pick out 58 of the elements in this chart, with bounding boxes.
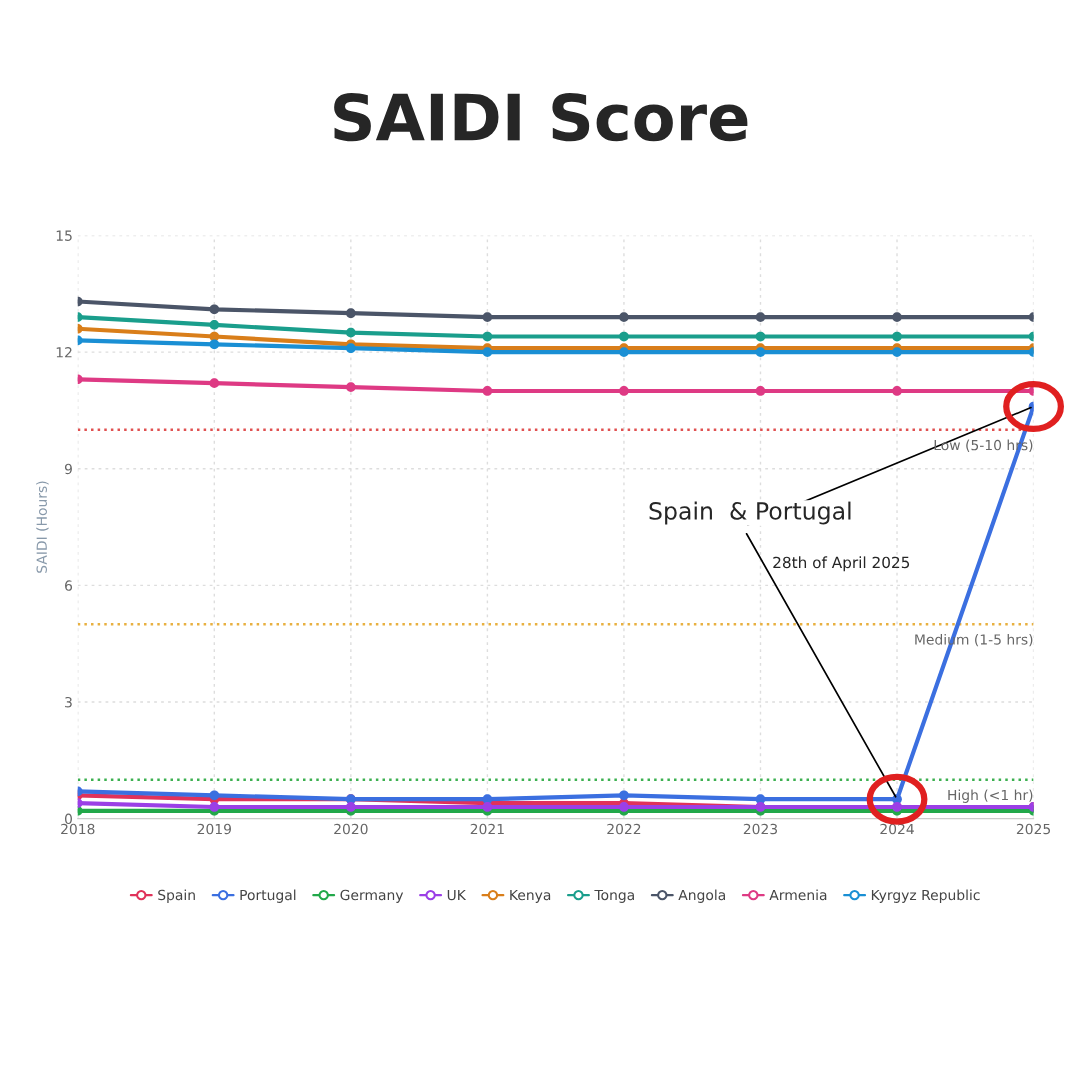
legend-label: Armenia [769, 889, 827, 901]
point [482, 312, 493, 322]
x-tick-label: 2018 [61, 823, 95, 835]
legend-label: Tonga [594, 889, 634, 903]
point [482, 386, 493, 396]
point [345, 343, 356, 354]
point [482, 347, 493, 357]
point [755, 386, 766, 396]
x-tick-label: 2022 [607, 823, 641, 835]
x-tick-label: 2023 [743, 823, 778, 835]
point [619, 790, 629, 801]
x-tick-label: 2024 [880, 823, 914, 835]
point [619, 802, 629, 812]
point [345, 327, 356, 338]
point [345, 802, 356, 812]
y-tick-label: 12 [56, 347, 72, 358]
legend-label: Kenya [510, 889, 551, 903]
y-tick-label: 15 [56, 230, 72, 241]
chart-title: SAIDI Score [334, 92, 748, 142]
point [619, 331, 629, 342]
legend-label: Spain [158, 889, 195, 903]
point [619, 347, 629, 357]
point [209, 339, 220, 350]
point [482, 331, 493, 342]
y-tick-label: 0 [64, 813, 72, 825]
annotation: 28th of April 2025 [773, 556, 910, 572]
point [892, 331, 902, 342]
x-tick-label: 2020 [334, 823, 368, 835]
point [209, 378, 220, 389]
point [755, 312, 766, 322]
point [755, 331, 766, 342]
ref-line-label: High (<1 hr) [948, 789, 1033, 803]
y-tick-label: 3 [65, 696, 72, 708]
point [209, 802, 220, 812]
point [345, 308, 356, 319]
legend-label: Angola [678, 889, 725, 903]
point [619, 312, 629, 322]
x-tick-label: 2025 [1016, 823, 1051, 835]
point [892, 386, 902, 396]
y-tick-label: 9 [64, 463, 72, 475]
x-tick-label: 2019 [197, 823, 231, 835]
point [892, 312, 902, 322]
point [892, 347, 902, 357]
y-tick-label: 6 [65, 580, 73, 591]
point [209, 790, 220, 801]
point [345, 382, 356, 392]
point [209, 304, 220, 315]
point [482, 802, 493, 812]
point [755, 347, 766, 357]
annotation: Spain & Portugal [649, 501, 851, 525]
legend-label: Portugal [240, 889, 296, 903]
legend-label: UK [447, 889, 467, 901]
point [619, 386, 629, 396]
point [209, 320, 220, 330]
x-tick-label: 2021 [470, 823, 504, 835]
legend-label: Kyrgyz Republic [871, 889, 980, 903]
y-axis-title: SAIDI (Hours) [36, 481, 49, 573]
legend-label: Germany [340, 889, 404, 903]
